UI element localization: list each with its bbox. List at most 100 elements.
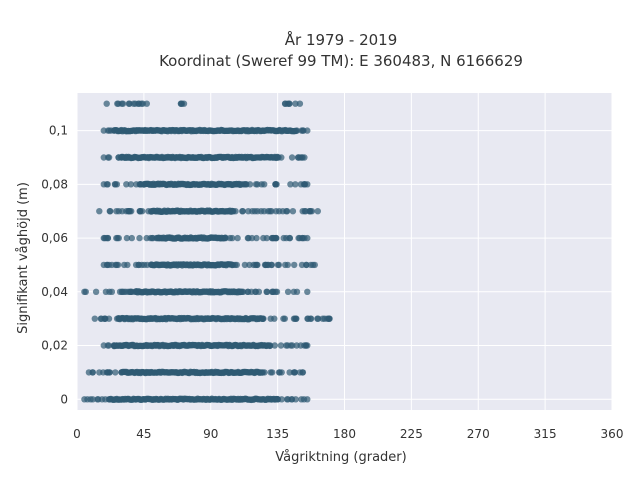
x-tick-label: 315 xyxy=(534,427,557,441)
data-point xyxy=(118,369,125,376)
data-point xyxy=(103,369,111,376)
data-point xyxy=(92,288,100,295)
data-point xyxy=(81,288,88,295)
data-point xyxy=(120,288,128,295)
data-point xyxy=(258,208,265,215)
data-point xyxy=(102,288,110,295)
data-point xyxy=(291,369,298,376)
data-point xyxy=(237,181,244,188)
data-point xyxy=(94,396,101,403)
data-point xyxy=(119,208,126,215)
data-point xyxy=(267,369,274,376)
data-point xyxy=(304,342,311,349)
data-point xyxy=(259,369,266,376)
data-point xyxy=(105,154,113,161)
data-point xyxy=(293,288,301,295)
data-point xyxy=(136,208,143,215)
data-point xyxy=(284,288,292,295)
data-point xyxy=(303,261,310,269)
data-point xyxy=(287,181,294,188)
data-point xyxy=(296,154,304,161)
data-point xyxy=(155,234,162,242)
data-point xyxy=(100,261,108,269)
data-point xyxy=(261,181,268,188)
data-point xyxy=(271,315,278,322)
data-point xyxy=(241,181,249,188)
data-point xyxy=(229,261,237,269)
data-point xyxy=(298,261,306,269)
data-point xyxy=(97,315,105,322)
data-point xyxy=(108,288,116,295)
data-point xyxy=(302,208,309,215)
chart-subtitle: Koordinat (Sweref 99 TM): E 360483, N 61… xyxy=(159,52,523,70)
data-point xyxy=(118,100,126,107)
data-point xyxy=(148,208,155,215)
x-axis-title: Vågriktning (grader) xyxy=(275,450,406,465)
data-point xyxy=(268,261,275,269)
data-point xyxy=(96,208,103,215)
data-point xyxy=(301,154,308,161)
data-point xyxy=(321,315,328,322)
data-point xyxy=(268,208,275,215)
data-point xyxy=(275,261,283,269)
data-point xyxy=(114,234,121,242)
data-point xyxy=(280,315,287,322)
data-point xyxy=(253,261,260,269)
data-point xyxy=(277,342,285,349)
data-point xyxy=(326,315,333,322)
data-point xyxy=(296,100,304,107)
x-tick-label: 360 xyxy=(601,427,624,441)
y-tick-label: 0,1 xyxy=(49,124,68,138)
data-point xyxy=(100,181,108,188)
data-point xyxy=(284,396,292,403)
data-point xyxy=(252,288,259,295)
data-point xyxy=(123,234,131,242)
chart-title: År 1979 - 2019 xyxy=(285,30,398,49)
data-point xyxy=(133,181,140,188)
data-point xyxy=(280,234,287,242)
data-point xyxy=(118,154,125,161)
data-point xyxy=(314,208,321,215)
data-point xyxy=(85,369,93,376)
data-point xyxy=(113,208,120,215)
data-point xyxy=(263,288,271,295)
data-point xyxy=(140,181,148,188)
data-point xyxy=(289,208,297,215)
data-point xyxy=(91,315,99,322)
x-tick-label: 180 xyxy=(333,427,356,441)
data-point xyxy=(111,181,119,188)
data-point xyxy=(133,288,140,295)
y-tick-label: 0,02 xyxy=(41,339,68,353)
data-point xyxy=(229,208,237,215)
x-tick-label: 270 xyxy=(467,427,490,441)
data-point xyxy=(304,234,311,242)
data-point xyxy=(299,369,307,376)
y-tick-label: 0,06 xyxy=(41,231,68,245)
data-point xyxy=(271,342,278,349)
data-point xyxy=(127,181,135,188)
x-tick-label: 135 xyxy=(266,427,289,441)
data-point xyxy=(138,261,145,269)
data-point xyxy=(132,100,139,107)
y-tick-label: 0,08 xyxy=(41,177,68,191)
data-point xyxy=(113,261,120,269)
data-point xyxy=(284,342,291,349)
data-point xyxy=(304,181,311,188)
data-point xyxy=(283,208,290,215)
y-axis-ticks: 0 0,02 0,04 0,06 0,08 0,1 xyxy=(41,124,68,407)
data-point xyxy=(96,369,103,376)
x-tick-label: 45 xyxy=(136,427,151,441)
data-point xyxy=(286,369,293,376)
data-point xyxy=(100,154,108,161)
data-point xyxy=(273,181,280,188)
data-point xyxy=(106,208,114,215)
data-point xyxy=(112,369,119,376)
data-point xyxy=(259,315,266,322)
data-point xyxy=(127,288,134,295)
data-point xyxy=(304,127,311,134)
data-point xyxy=(292,396,299,403)
data-point xyxy=(102,396,109,403)
data-point xyxy=(81,396,88,403)
data-point xyxy=(260,234,267,242)
data-point xyxy=(115,315,122,322)
